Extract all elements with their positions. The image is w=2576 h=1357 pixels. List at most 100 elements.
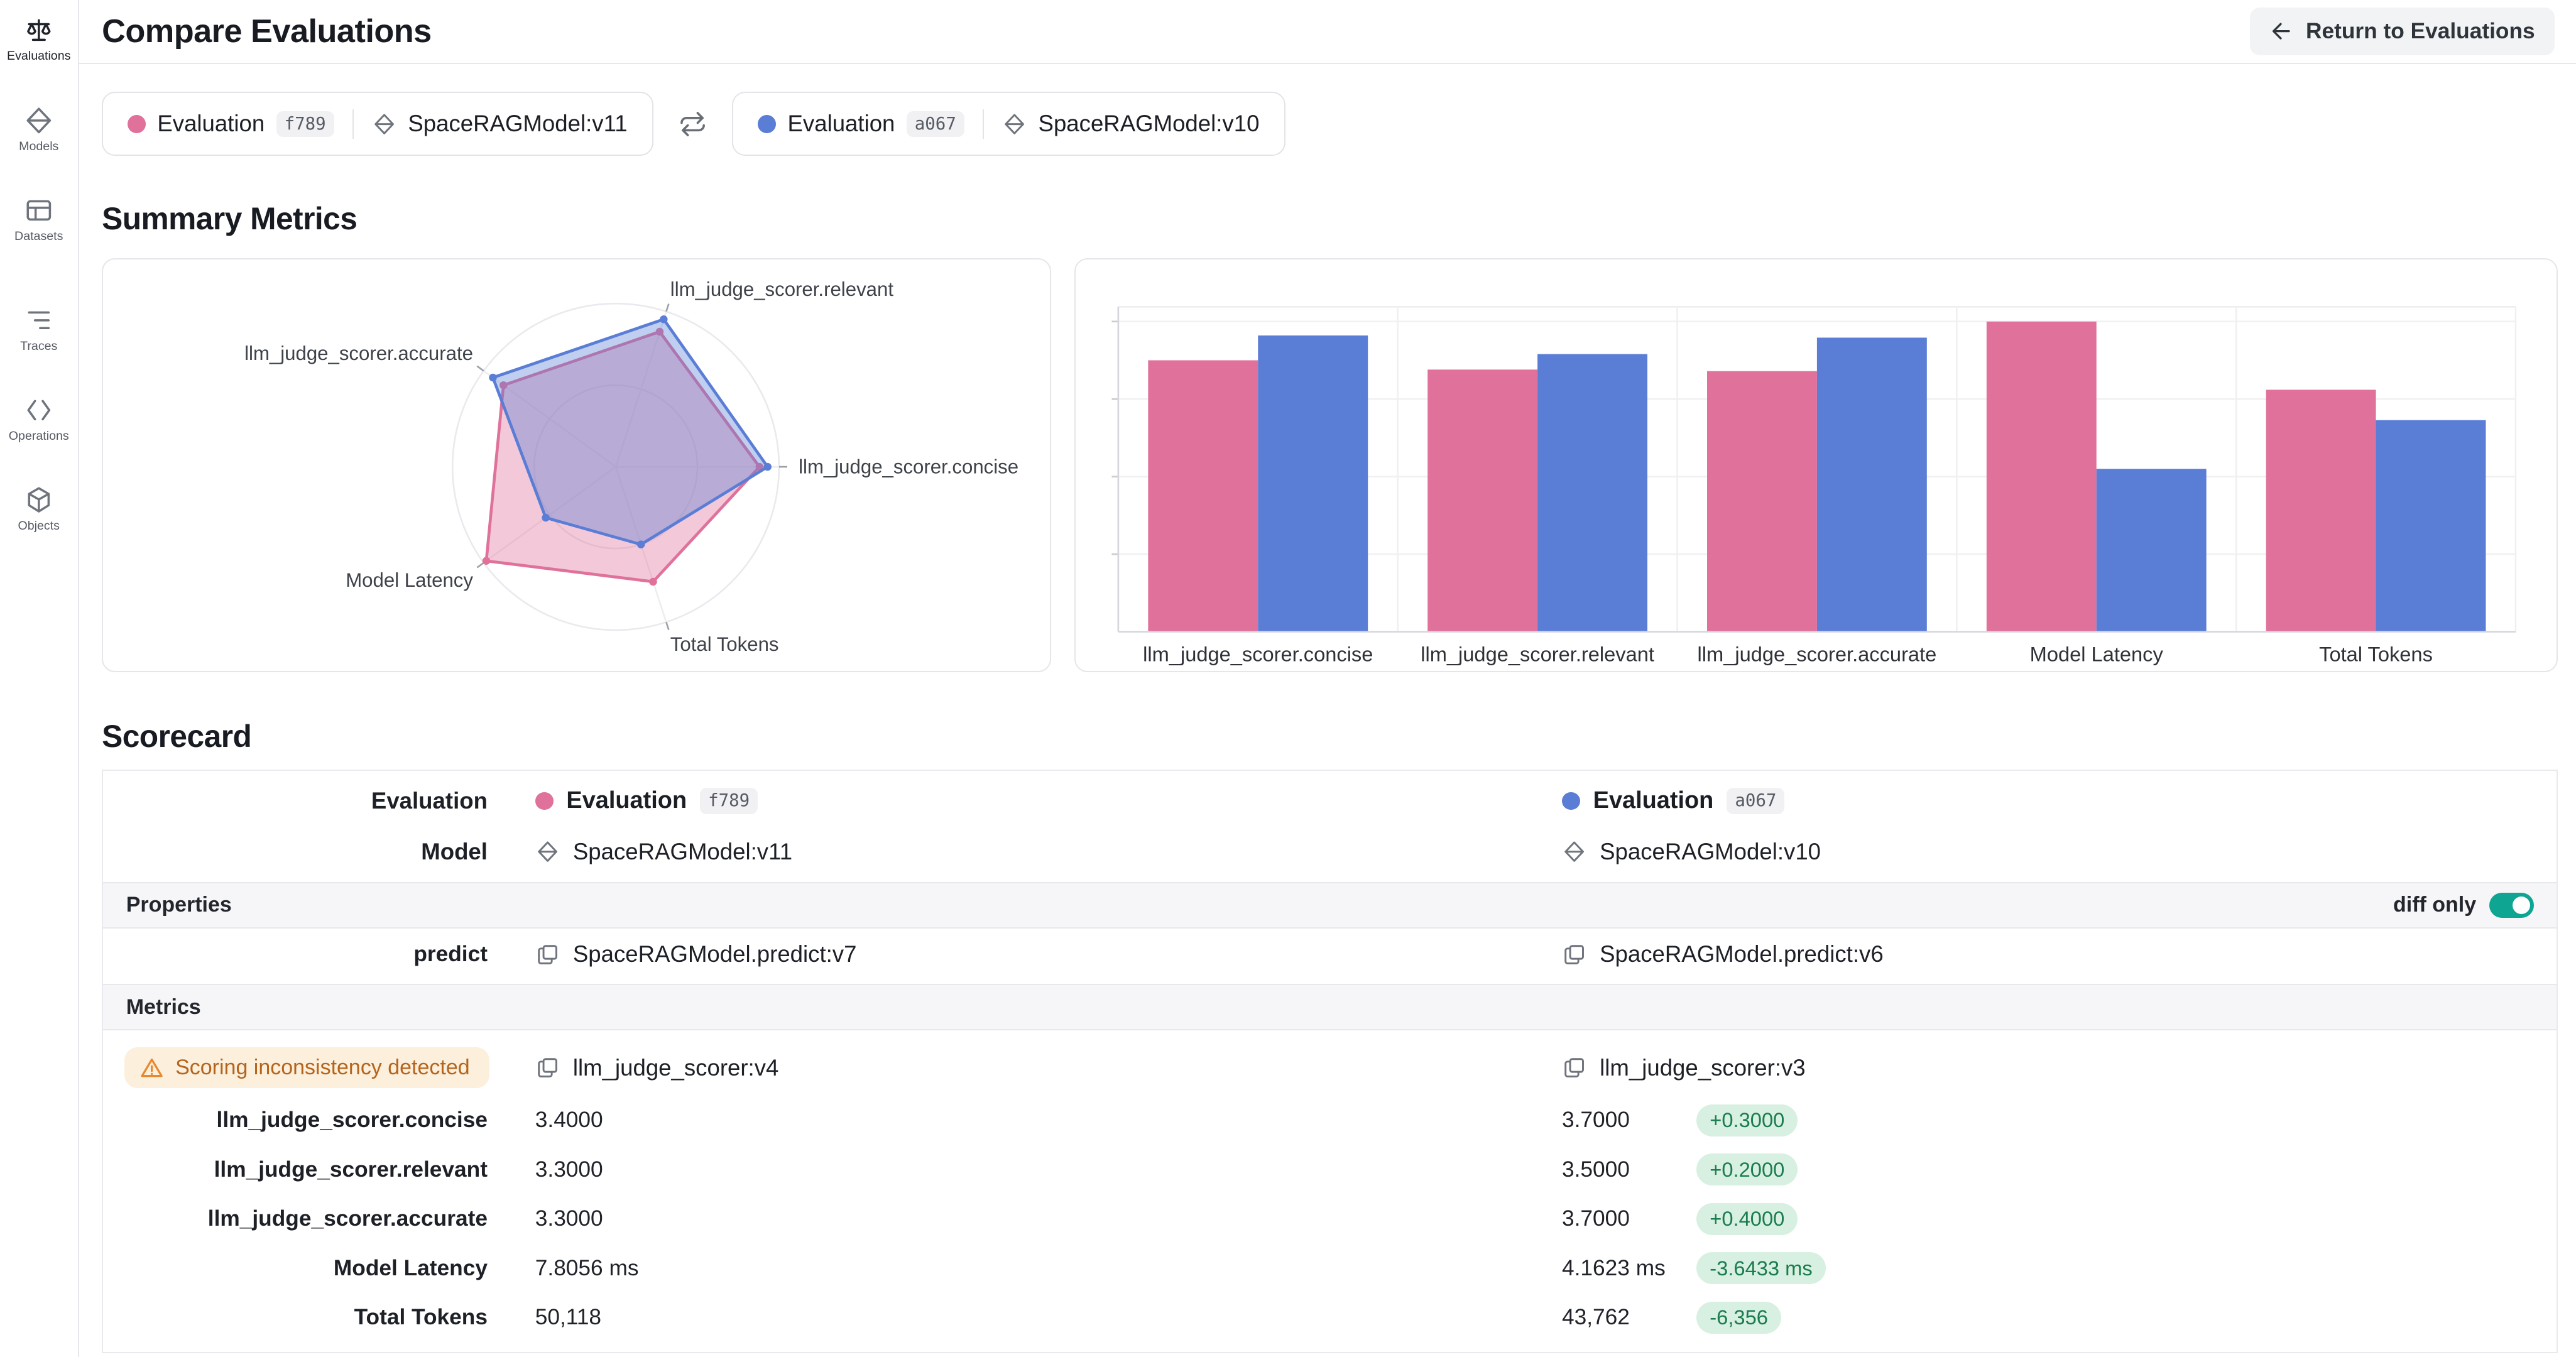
diamond-icon xyxy=(26,107,52,134)
svg-text:llm_judge_scorer.accurate: llm_judge_scorer.accurate xyxy=(1698,643,1937,665)
model-link[interactable]: SpaceRAGModel:v11 xyxy=(572,839,793,865)
diff-only-label: diff only xyxy=(2393,893,2477,917)
toggle-knob xyxy=(2512,896,2531,915)
evaluation-version-badge: f789 xyxy=(276,111,334,138)
evaluation-color-dot xyxy=(128,115,146,133)
sidebar-item-models[interactable]: Models xyxy=(0,105,78,154)
page-title: Compare Evaluations xyxy=(102,13,432,50)
metric-row-total-tokens: Total Tokens 50,118 43,762 -6,356 xyxy=(103,1293,2557,1342)
evaluation-version-badge: a067 xyxy=(1727,788,1785,814)
evaluation-color-dot xyxy=(758,115,777,133)
op-icon xyxy=(535,1055,560,1080)
model-icon xyxy=(372,112,396,136)
delta-badge: -3.6433 ms xyxy=(1696,1252,1826,1285)
sidebar-item-label: Models xyxy=(19,139,59,153)
swap-evaluations-button[interactable] xyxy=(675,106,711,143)
row-label-evaluation: Evaluation xyxy=(371,787,488,814)
diff-only-toggle[interactable] xyxy=(2489,893,2534,918)
metric-label: Total Tokens xyxy=(354,1305,488,1330)
scoring-inconsistency-warning: Scoring inconsistency detected xyxy=(124,1047,489,1089)
delta-badge: +0.4000 xyxy=(1696,1202,1798,1235)
main-area: Compare Evaluations Return to Evaluation… xyxy=(79,0,2576,1357)
evaluation-pills-row: Evaluation f789 SpaceRAGModel:v11 xyxy=(102,92,2558,156)
svg-text:llm_judge_scorer.relevant: llm_judge_scorer.relevant xyxy=(670,278,894,300)
nested-lines-icon xyxy=(28,311,50,329)
metric-value-right: 4.1623 ms xyxy=(1562,1255,1666,1280)
op-link[interactable]: SpaceRAGModel.predict:v6 xyxy=(1600,941,1884,967)
warning-triangle-icon xyxy=(139,1055,164,1080)
metric-label: llm_judge_scorer.accurate xyxy=(207,1206,488,1231)
svg-text:Model Latency: Model Latency xyxy=(346,569,473,591)
model-name: SpaceRAGModel:v11 xyxy=(408,111,628,137)
metrics-section-header: Metrics xyxy=(103,984,2557,1030)
cube-icon xyxy=(28,487,50,513)
metric-value-left: 50,118 xyxy=(535,1305,602,1330)
header: Compare Evaluations Return to Evaluation… xyxy=(79,0,2576,64)
evaluation-pill-left[interactable]: Evaluation f789 SpaceRAGModel:v11 xyxy=(102,92,653,156)
row-label-model: Model xyxy=(421,839,488,865)
metric-label: llm_judge_scorer.relevant xyxy=(214,1157,488,1182)
metric-label: Model Latency xyxy=(333,1255,488,1280)
op-link[interactable]: SpaceRAGModel.predict:v7 xyxy=(572,941,857,967)
bar-chart: llm_judge_scorer.concise llm_judge_scorer… xyxy=(1111,306,2517,665)
sidebar-item-datasets[interactable]: Datasets xyxy=(0,195,78,244)
svg-text:llm_judge_scorer.accurate: llm_judge_scorer.accurate xyxy=(244,342,473,364)
metric-row-model-latency: Model Latency 7.8056 ms 4.1623 ms -3.643… xyxy=(103,1244,2557,1293)
metric-value-left: 3.3000 xyxy=(535,1206,603,1231)
summary-metrics-title: Summary Metrics xyxy=(102,200,357,236)
model-icon xyxy=(535,839,560,864)
model-link[interactable]: SpaceRAGModel:v10 xyxy=(1600,839,1821,865)
sidebar-item-objects[interactable]: Objects xyxy=(0,484,78,533)
table-icon xyxy=(26,200,52,221)
svg-text:llm_judge_scorer.relevant: llm_judge_scorer.relevant xyxy=(1421,643,1654,665)
op-icon xyxy=(1562,942,1586,967)
scorecard-scorer-row: Scoring inconsistency detected llm_judge… xyxy=(103,1040,2557,1096)
charts-row: llm_judge_scorer.concise Total Tokens Mode… xyxy=(102,258,2558,672)
model-name: SpaceRAGModel:v10 xyxy=(1038,111,1260,137)
sidebar-item-traces[interactable]: Traces xyxy=(0,305,78,354)
metric-value-left: 3.3000 xyxy=(535,1157,603,1182)
model-icon xyxy=(1562,839,1586,864)
bar-chart-card: llm_judge_scorer.concise llm_judge_scorer… xyxy=(1074,258,2558,672)
warning-text: Scoring inconsistency detected xyxy=(175,1055,470,1080)
delta-badge: +0.3000 xyxy=(1696,1104,1798,1137)
metric-value-right: 3.7000 xyxy=(1562,1108,1630,1133)
row-label-predict: predict xyxy=(413,942,488,967)
properties-header-label: Properties xyxy=(126,893,232,917)
sidebar-item-evaluations[interactable]: Evaluations xyxy=(0,15,78,64)
metric-label: llm_judge_scorer.concise xyxy=(216,1108,488,1133)
pill-divider xyxy=(982,109,985,139)
swap-icon xyxy=(680,111,705,136)
radar-chart: llm_judge_scorer.concise Total Tokens Mode… xyxy=(244,278,1018,655)
pill-divider xyxy=(352,109,354,139)
properties-section-header: Properties diff only xyxy=(103,882,2557,929)
metric-value-left: 7.8056 ms xyxy=(535,1255,639,1280)
delta-badge: +0.2000 xyxy=(1696,1153,1798,1186)
content: Evaluation f789 SpaceRAGModel:v11 xyxy=(79,64,2576,1357)
scorecard-evaluation-row: Evaluation Evaluation f789 Evaluation a0… xyxy=(103,771,2557,825)
radar-chart-card: llm_judge_scorer.concise Total Tokens Mode… xyxy=(102,258,1052,672)
evaluation-link[interactable]: Evaluation xyxy=(566,787,687,814)
scorer-link[interactable]: llm_judge_scorer:v3 xyxy=(1600,1054,1806,1081)
balance-scale-icon xyxy=(27,19,51,41)
sidebar-item-label: Datasets xyxy=(14,229,63,243)
svg-text:llm_judge_scorer.concise: llm_judge_scorer.concise xyxy=(799,455,1018,477)
return-button-label: Return to Evaluations xyxy=(2306,18,2535,43)
metric-row-concise: llm_judge_scorer.concise 3.4000 3.7000 +… xyxy=(103,1096,2557,1145)
sidebar: Evaluations Models Datasets Traces Opera… xyxy=(0,0,79,1357)
evaluation-link[interactable]: Evaluation xyxy=(1593,787,1714,814)
metric-value-left: 3.4000 xyxy=(535,1108,603,1133)
sidebar-item-operations[interactable]: Operations xyxy=(0,395,78,444)
op-icon xyxy=(535,942,560,967)
scorer-link[interactable]: llm_judge_scorer:v4 xyxy=(572,1054,779,1081)
scorecard-predict-row: predict SpaceRAGModel.predict:v7 SpaceRA… xyxy=(103,929,2557,981)
metric-row-relevant: llm_judge_scorer.relevant 3.3000 3.5000 … xyxy=(103,1145,2557,1194)
return-to-evaluations-button[interactable]: Return to Evaluations xyxy=(2250,8,2555,55)
evaluation-pill-right[interactable]: Evaluation a067 SpaceRAGModel:v10 xyxy=(732,92,1285,156)
evaluation-version-badge: f789 xyxy=(700,788,758,814)
svg-text:Total Tokens: Total Tokens xyxy=(2319,643,2433,665)
delta-badge: -6,356 xyxy=(1696,1301,1781,1334)
svg-text:Total Tokens: Total Tokens xyxy=(670,633,779,655)
